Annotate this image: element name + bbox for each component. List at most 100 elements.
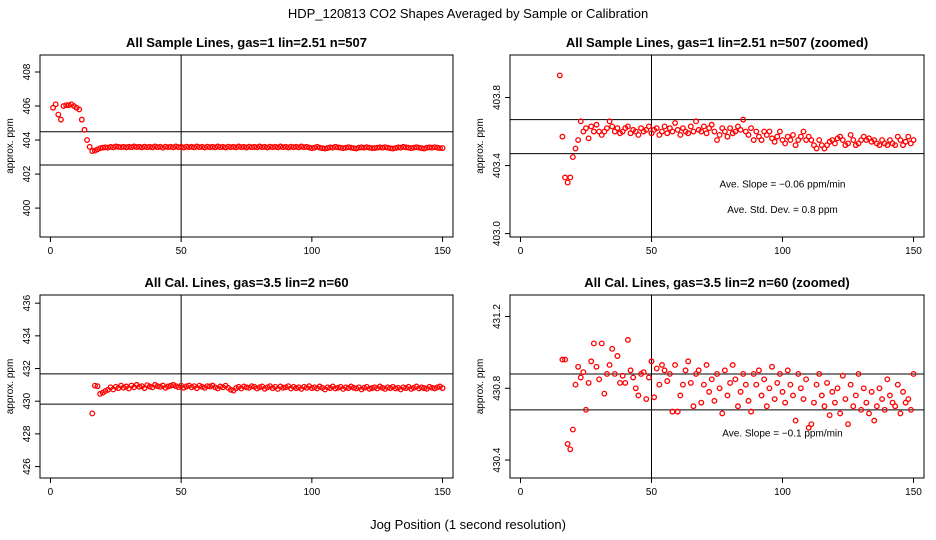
data-point xyxy=(755,367,762,374)
data-point xyxy=(905,396,912,403)
data-point xyxy=(645,123,652,130)
data-point xyxy=(316,144,323,151)
data-point xyxy=(569,426,576,433)
data-point xyxy=(813,381,820,388)
data-point xyxy=(345,144,352,151)
data-point xyxy=(876,142,883,149)
data-point xyxy=(55,111,62,118)
annotation-text: Ave. Slope = −0.06 ppm/min xyxy=(719,180,845,191)
data-point xyxy=(831,140,838,147)
data-point xyxy=(907,406,914,413)
data-point xyxy=(348,144,355,151)
x-tick-label: 0 xyxy=(48,487,54,498)
data-point xyxy=(847,131,854,138)
data-point xyxy=(797,133,804,140)
data-point xyxy=(622,379,629,386)
data-point xyxy=(248,383,255,390)
data-point xyxy=(782,140,789,147)
data-point xyxy=(76,106,83,113)
data-point xyxy=(679,381,686,388)
data-point xyxy=(217,383,224,390)
data-point xyxy=(698,399,705,406)
data-point xyxy=(693,118,699,125)
data-point xyxy=(808,421,815,428)
data-point xyxy=(321,145,328,152)
data-point xyxy=(664,130,671,137)
data-point xyxy=(611,370,618,377)
data-point xyxy=(847,381,854,388)
data-point xyxy=(664,378,671,385)
data-point xyxy=(91,382,98,389)
annotation-text: Ave. Std. Dev. = 0.8 ppm xyxy=(727,205,838,216)
data-point xyxy=(677,392,684,399)
data-point xyxy=(900,388,906,395)
data-point xyxy=(434,384,441,391)
data-point xyxy=(89,148,96,155)
data-point xyxy=(421,145,428,152)
data-point xyxy=(740,116,747,123)
data-point xyxy=(371,145,378,151)
x-tick-label: 50 xyxy=(646,487,658,498)
data-point xyxy=(700,381,707,388)
data-point xyxy=(439,385,446,392)
y-tick-label: 434 xyxy=(22,327,33,344)
data-point xyxy=(240,383,247,390)
data-point xyxy=(350,384,357,391)
data-point xyxy=(619,372,626,379)
data-point xyxy=(154,144,161,151)
data-point xyxy=(256,384,263,391)
data-point xyxy=(850,137,857,143)
data-point xyxy=(588,358,595,365)
data-point xyxy=(332,143,339,150)
data-point xyxy=(669,128,676,135)
data-point xyxy=(821,403,828,410)
data-point xyxy=(593,363,600,370)
data-point xyxy=(384,144,391,151)
data-point xyxy=(408,145,415,152)
data-point xyxy=(389,145,396,152)
data-point xyxy=(65,102,72,109)
data-point xyxy=(110,144,117,151)
data-point xyxy=(146,383,153,390)
annotation-text: Ave. Slope = −0.1 ppm/min xyxy=(722,429,842,440)
data-point xyxy=(598,340,605,347)
x-tick-label: 100 xyxy=(774,246,791,257)
data-point xyxy=(708,376,715,383)
x-tick-label: 150 xyxy=(905,246,922,257)
data-point xyxy=(879,396,886,403)
data-point xyxy=(369,145,375,152)
data-point xyxy=(661,123,668,130)
data-point xyxy=(745,131,752,138)
data-point xyxy=(165,383,172,390)
data-point xyxy=(842,396,849,403)
data-point xyxy=(695,367,702,374)
data-point xyxy=(769,363,775,370)
data-point xyxy=(714,137,720,143)
data-point xyxy=(402,144,409,151)
data-point xyxy=(761,376,768,383)
y-tick-label: 406 xyxy=(22,97,33,114)
data-point xyxy=(400,384,407,391)
data-point xyxy=(902,138,909,145)
data-point xyxy=(706,388,713,395)
y-axis-label: approx. ppm xyxy=(475,359,486,415)
data-point xyxy=(839,137,846,143)
data-point xyxy=(572,145,579,152)
data-point xyxy=(617,379,624,386)
data-point xyxy=(656,381,663,388)
data-point xyxy=(395,144,402,151)
data-point xyxy=(353,145,360,152)
data-point xyxy=(810,399,817,406)
data-point xyxy=(763,403,770,410)
data-point xyxy=(813,145,820,152)
data-point xyxy=(855,370,862,377)
data-point xyxy=(685,358,692,365)
data-point xyxy=(86,143,93,150)
data-point xyxy=(564,440,571,447)
y-tick-label: 432 xyxy=(22,360,33,377)
data-point xyxy=(740,370,747,377)
data-point xyxy=(562,174,568,181)
data-point xyxy=(112,143,119,150)
plot-frame xyxy=(39,54,454,238)
y-tick-label: 436 xyxy=(22,294,33,311)
